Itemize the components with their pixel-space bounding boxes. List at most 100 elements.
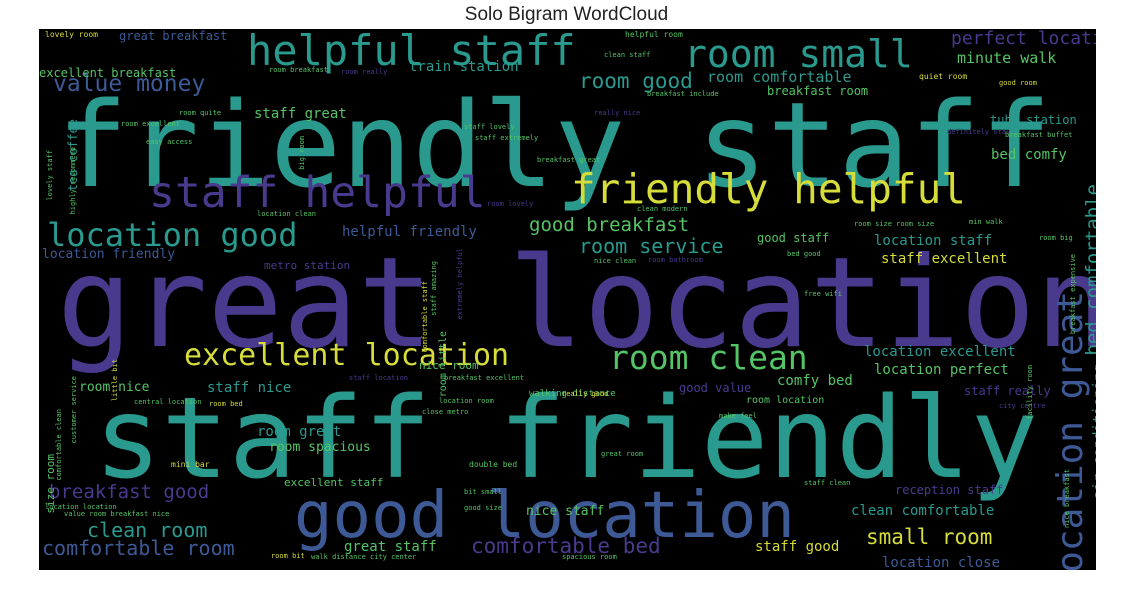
word-staff-amazing: staff amazing (430, 261, 438, 316)
word-breakfast-good: breakfast good (49, 481, 210, 503)
word-location-location: location location (45, 503, 117, 511)
word-breakfast-great: breakfast great (537, 156, 601, 164)
word-good-size: good size (464, 504, 502, 512)
word-comfy-bed: comfy bed (777, 373, 853, 389)
word-friendly-helpful: friendly helpful (571, 165, 966, 213)
word-staff-location: staff location (349, 374, 409, 382)
word-staff-really: staff really (964, 384, 1051, 398)
word-mini-bar: mini bar (171, 460, 210, 469)
word-room-spacious: room spacious (269, 440, 371, 455)
word-free-wifi: free wifi (804, 290, 842, 298)
word-value-room-breakfast: value room breakfast nice (64, 510, 170, 518)
word-helpful-room: helpful room (625, 30, 683, 39)
word-good-staff: good staff (757, 231, 830, 245)
word-highly-recommend: highly recommend (69, 147, 77, 215)
word-room-size: room size room size (854, 220, 935, 228)
word-really-nice: really nice (594, 109, 641, 117)
word-breakfast-room: breakfast room (767, 84, 869, 98)
word-comfortable-bed: comfortable bed (471, 534, 661, 558)
word-lovely-room: lovely room (45, 30, 98, 39)
word-central-location: central location (134, 398, 202, 406)
word-staff-lovely: staff lovely (464, 123, 515, 131)
word-breakfast-include: breakfast include (647, 90, 719, 98)
word-bed-good: bed good (787, 250, 821, 258)
word-location-close: location close (882, 555, 1001, 570)
word-little-bit: little bit (111, 359, 119, 402)
word-location-staff: location staff (874, 233, 993, 249)
word-helpful-staff: helpful staff (247, 29, 576, 75)
word-location-good: location good (47, 216, 298, 254)
word-room-bit: room bit (271, 552, 305, 560)
word-spacious-room: spacious room (562, 553, 617, 561)
word-good-room: good room (999, 79, 1037, 87)
word-lovely-staff: lovely staff (46, 150, 54, 201)
word-good-location: good location (294, 479, 795, 553)
word-small-room: small room (866, 525, 993, 549)
word-minute-walk: minute walk (957, 49, 1057, 67)
word-train-station: train station (409, 59, 519, 75)
word-room-comfortable: room comfortable (707, 68, 852, 86)
word-room-location: room location (746, 395, 825, 406)
word-staff-clean: staff clean (804, 479, 851, 487)
word-extremely-helpful: extremely helpful (456, 248, 464, 320)
word-room-great: room great (257, 424, 342, 440)
word-clean-modern: clean modern (637, 205, 688, 213)
word-easy-access: easy access (146, 138, 193, 146)
word-big-room: big room (298, 136, 306, 170)
word-close-metro: close metro (422, 408, 469, 416)
word-perfect-location: perfect location (951, 29, 1096, 49)
word-make-feel: make feel (719, 412, 757, 420)
word-good-value: good value (679, 381, 752, 395)
word-excellent-location: excellent location (184, 338, 510, 373)
word-room-quite: room quite (179, 109, 222, 117)
word-room-really: room really (341, 68, 388, 76)
word-location-friendly: location friendly (42, 247, 176, 262)
word-definitely-stay: definitely stay (947, 128, 1011, 136)
word-room-bathroom: room bathroom (648, 256, 703, 264)
word-excellent-staff: excellent staff (284, 476, 384, 489)
word-nice-staff: nice staff (526, 504, 605, 519)
word-comfortable-room: comfortable room (42, 536, 235, 560)
word-location-clean: location clean (257, 210, 317, 218)
word-staff-good: staff good (755, 539, 840, 555)
word-location-room: location room (439, 397, 494, 405)
chart-title: Solo Bigram WordCloud (464, 4, 669, 25)
word-walk-distance: walk distance city center (311, 553, 417, 561)
wordcloud-canvas: friendly staff great location staff friend… (39, 29, 1096, 570)
word-room-excellent: room excellent (121, 120, 181, 128)
word-nice-breakfast: nice breakfast (1063, 469, 1071, 529)
word-quiet-room: quiet room (919, 72, 968, 81)
word-really-good: really good (562, 390, 609, 398)
word-room-clean: room clean (609, 338, 808, 377)
word-facility-room: facility room (1026, 365, 1034, 420)
word-room-small: room small (684, 32, 913, 76)
word-good-breakfast: good breakfast (529, 214, 690, 236)
word-clean-comfortable: clean comfortable (851, 503, 995, 519)
word-double-bed: double bed (469, 460, 518, 469)
word-room-little: room little (438, 331, 449, 398)
word-room-breakfast: room breakfast (269, 66, 329, 74)
word-min-walk: min walk (969, 218, 1003, 226)
word-room-nice: room nice (79, 380, 150, 395)
word-room-good: room good (579, 69, 693, 93)
word-great-breakfast: great breakfast (119, 29, 228, 43)
word-great-room: great room (601, 450, 644, 458)
word-comfortable-clean: comfortable clean (55, 409, 63, 481)
word-staff-great: staff great (254, 106, 347, 122)
word-nice-room: nice room (419, 359, 479, 372)
word-bed-comfy: bed comfy (991, 147, 1067, 163)
word-room-service: room service (579, 234, 724, 258)
word-breakfast-buffet: breakfast buffet (1005, 131, 1073, 139)
word-friendly-staff: friendly staff (57, 76, 1052, 214)
word-location-perfect: location perfect (874, 362, 1009, 378)
word-city-centre: city centre (999, 402, 1046, 410)
word-helpful-friendly: helpful friendly (342, 224, 477, 240)
word-great-location: great location (57, 231, 1096, 376)
word-walking-distance: walking distance (529, 389, 616, 399)
word-great-staff: great staff (344, 539, 437, 555)
word-clean-staff: clean staff (604, 51, 651, 59)
word-nice-clean: nice clean (594, 257, 637, 265)
word-comfortable-staff: comfortable staff (421, 281, 429, 353)
word-room-big: room big (1039, 234, 1073, 242)
word-staff-excellent: staff excellent (881, 251, 1008, 267)
